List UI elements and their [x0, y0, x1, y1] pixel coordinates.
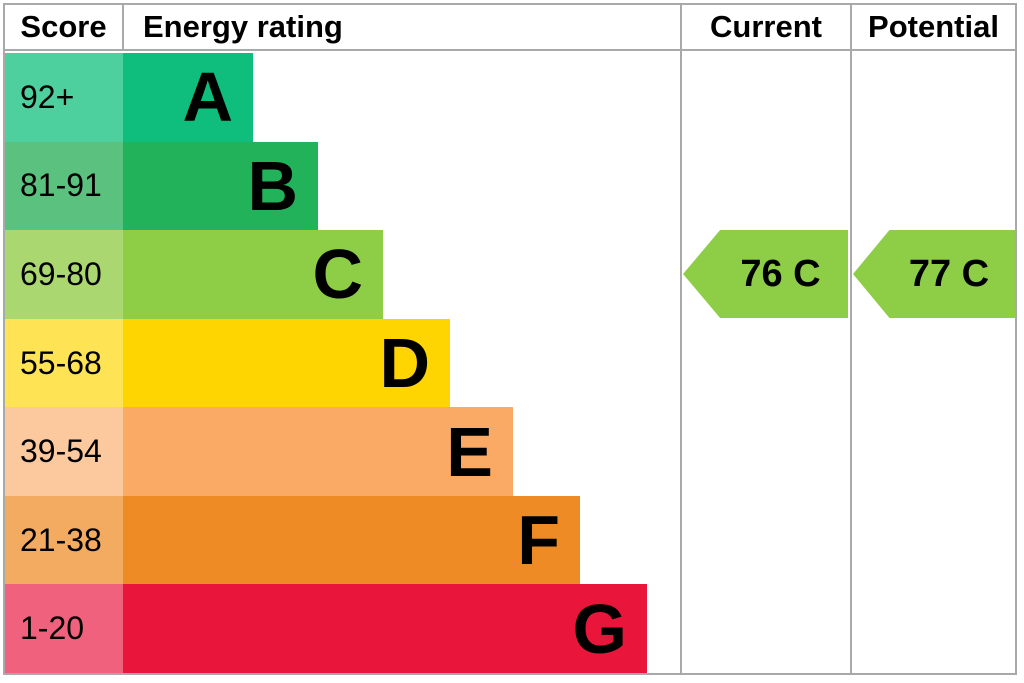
potential-rating-arrow: 77 C: [853, 230, 1015, 318]
band-row-g: 1-20 G: [5, 584, 1015, 674]
column-header-energy-rating: Energy rating: [124, 5, 683, 49]
band-row-d: 55-68 D: [5, 318, 1015, 408]
score-range-e: 39-54: [5, 407, 123, 496]
potential-column-divider-line: [850, 5, 852, 673]
band-bar-c: C: [123, 230, 383, 319]
current-rating-arrow: 76 C: [683, 230, 848, 318]
band-bar-a: A: [123, 53, 253, 142]
band-bar-d: D: [123, 318, 450, 408]
score-range-d: 55-68: [5, 318, 123, 408]
column-header-current: Current: [682, 5, 850, 49]
band-row-a: 92+ A: [5, 53, 1015, 142]
header-divider-line: [5, 49, 1015, 51]
score-header-divider-line: [122, 5, 124, 49]
band-row-b: 81-91 B: [5, 141, 1015, 231]
column-header-potential: Potential: [852, 5, 1015, 49]
score-range-a: 92+: [5, 53, 123, 142]
chart-outer-border: [3, 3, 1017, 675]
current-column-divider-line: [680, 5, 682, 673]
rating-bands: 92+ A 81-91 B 69-80 C 55-68 D 39-54 E 21…: [5, 53, 1015, 674]
score-range-g: 1-20: [5, 584, 123, 674]
band-bar-f: F: [123, 495, 580, 585]
band-row-e: 39-54 E: [5, 407, 1015, 496]
band-bar-e: E: [123, 407, 513, 496]
score-range-b: 81-91: [5, 141, 123, 231]
column-header-score: Score: [5, 5, 122, 49]
band-row-f: 21-38 F: [5, 495, 1015, 585]
score-range-c: 69-80: [5, 230, 123, 319]
band-bar-b: B: [123, 141, 318, 231]
band-row-c: 69-80 C: [5, 230, 1015, 319]
band-bar-g: G: [123, 584, 647, 674]
score-range-f: 21-38: [5, 495, 123, 585]
